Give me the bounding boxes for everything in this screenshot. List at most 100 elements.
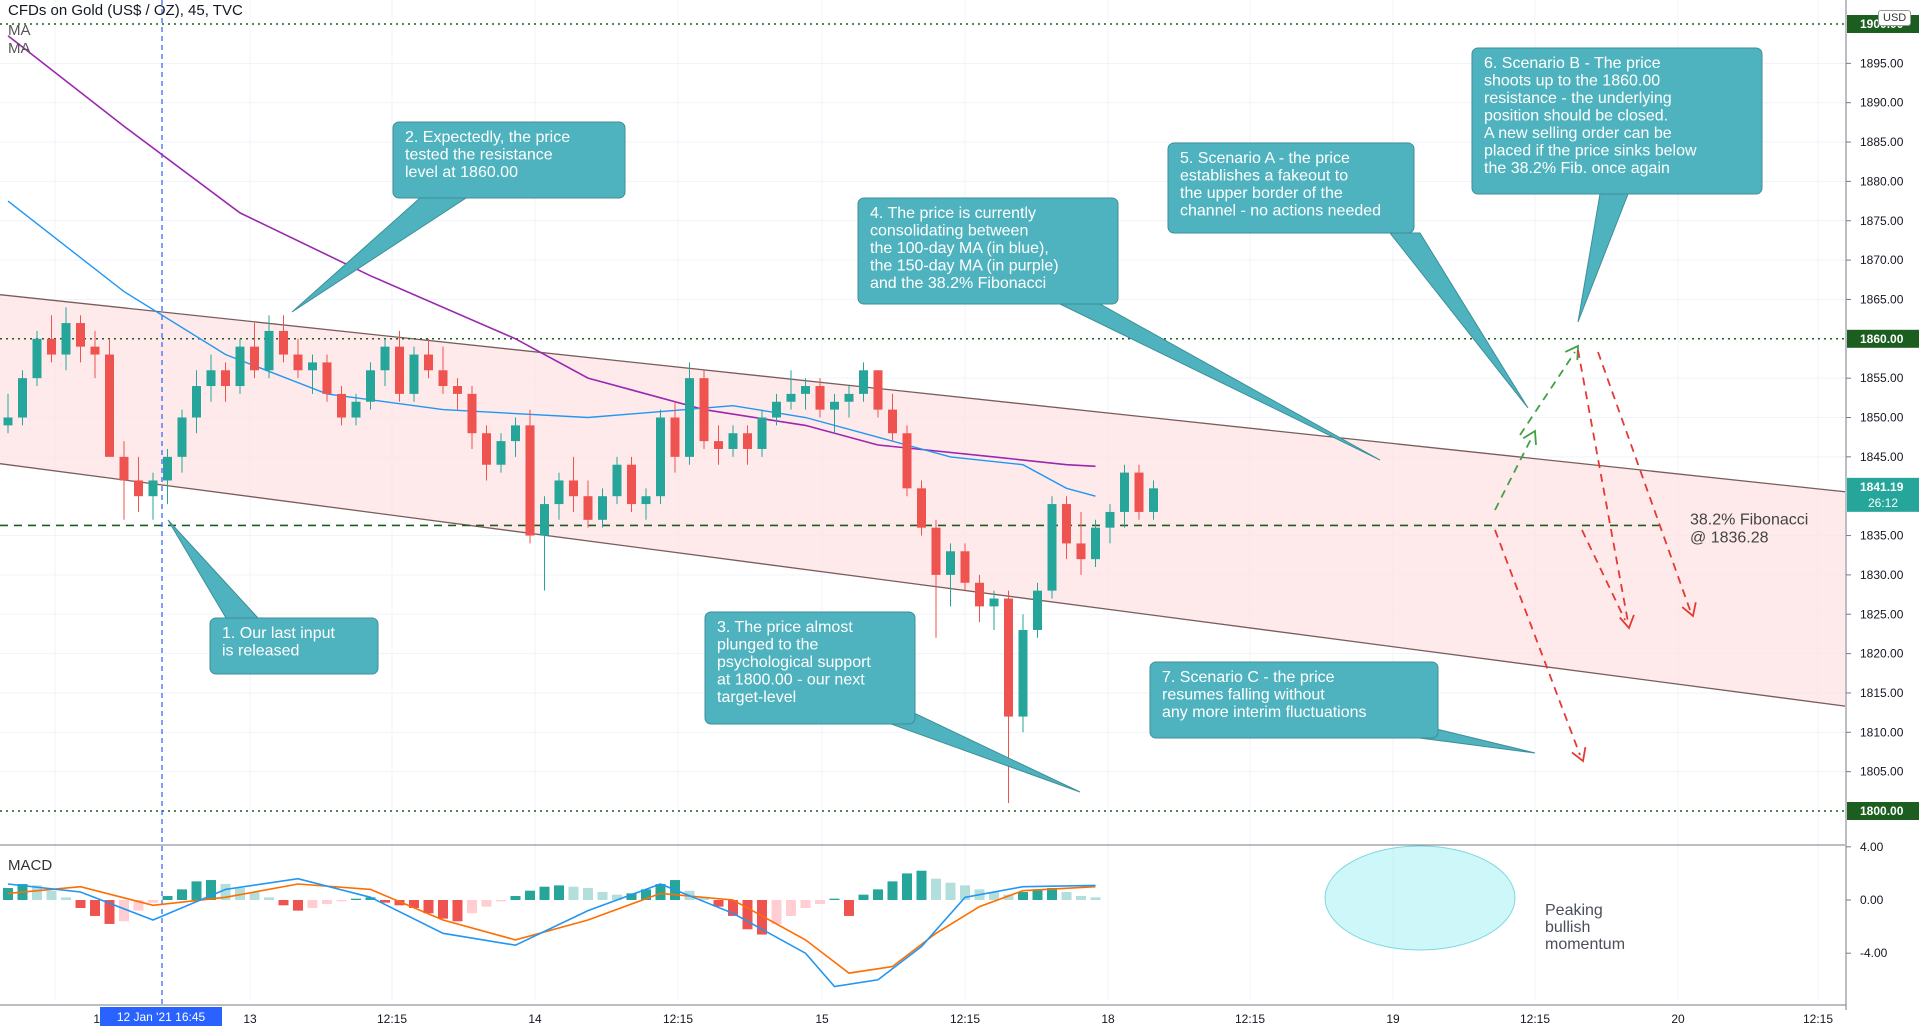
macd-histogram-bar — [365, 897, 376, 900]
macd-histogram-bar — [887, 881, 898, 900]
currency-button[interactable]: USD — [1878, 10, 1912, 26]
candle-body — [786, 393, 796, 402]
candle-body — [235, 346, 245, 387]
candle-body — [76, 323, 85, 347]
time-tick-label: 14 — [528, 1012, 542, 1026]
candle-body — [1091, 527, 1100, 560]
price-tick-label: 1875.00 — [1860, 214, 1904, 228]
macd-histogram-bar — [409, 900, 419, 908]
macd-histogram-bar — [771, 900, 782, 924]
annotation-text: resumes falling without — [1162, 687, 1325, 704]
macd-tick-label: 0.00 — [1860, 893, 1884, 907]
annotation-text: position should be closed. — [1484, 108, 1668, 125]
candle-body — [250, 346, 259, 371]
annotation-box — [392, 121, 626, 199]
candle-body — [1134, 472, 1144, 512]
annotation-text: 4. The price is currently — [870, 205, 1036, 222]
ma100-line — [7, 200, 1096, 497]
macd-legend[interactable]: MACD — [8, 857, 53, 874]
candle-body — [931, 527, 941, 575]
time-tick-label: 12:15 — [1520, 1012, 1550, 1026]
candle-body — [119, 456, 129, 481]
candle-body — [685, 378, 694, 457]
price-tick-label: 1855.00 — [1860, 371, 1904, 385]
macd-histogram-bar — [1003, 894, 1014, 900]
annotation-pointer — [1388, 232, 1529, 409]
price-tick-label: 1830.00 — [1860, 568, 1904, 582]
candle-body — [206, 370, 216, 387]
candle-body — [1149, 488, 1158, 512]
annotation-pointer — [167, 519, 260, 619]
level-tag-bg — [1847, 802, 1919, 820]
time-tick-label: 19 — [1386, 1012, 1400, 1026]
macd-histogram-bar — [336, 900, 347, 902]
last-price-value: 1841.19 — [1860, 480, 1904, 494]
macd-histogram-bar — [728, 900, 738, 916]
annotation-box — [209, 617, 379, 675]
candle-body — [569, 480, 578, 497]
macd-histogram-bar — [554, 885, 564, 900]
annotation-box — [1471, 47, 1763, 195]
candle-body — [975, 582, 984, 607]
candle-body — [511, 425, 520, 442]
time-tick-label: 12:15 — [377, 1012, 407, 1026]
candle-body — [1018, 629, 1028, 717]
time-tick-label: 12:15 — [1235, 1012, 1265, 1026]
macd-histogram-bar — [1061, 892, 1072, 900]
candle-body — [917, 488, 926, 528]
candle-body — [641, 496, 651, 505]
annotation-box — [1149, 661, 1439, 739]
time-tick-label: 12:15 — [950, 1012, 980, 1026]
price-tick-label: 1880.00 — [1860, 174, 1904, 188]
scenario-c-alt-arrow — [1581, 529, 1626, 621]
annotation-text: shoots up to the 1860.00 — [1484, 73, 1660, 90]
ma-legend-2[interactable]: MA — [8, 40, 31, 57]
macd-histogram-bar — [220, 884, 231, 900]
annotation-text: placed if the price sinks below — [1484, 143, 1697, 160]
macd-histogram-bar — [858, 894, 869, 900]
macd-histogram-bar — [713, 900, 724, 907]
crosshair-time-tag: 12 Jan '21 16:45 — [117, 1010, 206, 1024]
candle-body — [612, 464, 622, 497]
candle-body — [424, 354, 433, 371]
macd-histogram-bar — [525, 890, 535, 900]
scenario-b-up-arrow — [1519, 351, 1576, 436]
channel-lower-line — [0, 463, 1846, 707]
candle-body — [221, 370, 230, 387]
candle-body — [873, 370, 883, 410]
scenario-b-fib-arrow — [1597, 351, 1691, 611]
candle-body — [1004, 598, 1013, 717]
macd-histogram-bar — [510, 896, 521, 900]
price-axis: 1895.00 1890.00 1885.00 1880.00 1875.00 1870.… — [1845, 0, 1920, 1032]
annotation-text: tested the resistance — [405, 147, 553, 164]
candle-body — [453, 386, 462, 394]
macd-histogram-bar — [191, 881, 202, 900]
macd-histogram-bar — [568, 886, 579, 900]
ma-legend-1[interactable]: MA — [8, 22, 31, 39]
annotation-pointer — [1577, 193, 1629, 323]
macd-histogram-bar — [293, 900, 303, 911]
macd-histogram-bar — [177, 889, 187, 900]
annotation-text: 3. The price almost — [717, 619, 853, 636]
annotation-text: is released — [222, 643, 299, 660]
macd-histogram-bar — [1018, 892, 1028, 900]
scenario-arrows — [1494, 344, 1697, 763]
candle-body — [1105, 511, 1115, 528]
macd-histogram-bar — [902, 873, 912, 900]
macd-histogram-bar — [249, 892, 260, 900]
scenario-a-arrowhead — [1522, 429, 1537, 446]
candle-body — [380, 346, 390, 371]
macd-histogram-bar — [452, 900, 463, 922]
macd-callout-text: momentum — [1545, 936, 1625, 953]
price-tick-label: 1825.00 — [1860, 607, 1904, 621]
price-tick-label: 1850.00 — [1860, 411, 1904, 425]
macd-histogram-bar — [206, 880, 216, 900]
macd-histogram-bar — [90, 900, 100, 916]
annotation-text: the 100-day MA (in blue), — [870, 240, 1049, 257]
candle-body — [279, 330, 288, 355]
candle-body — [598, 496, 607, 520]
macd-histogram-bar — [931, 878, 941, 900]
price-tick-label: 1805.00 — [1860, 765, 1904, 779]
